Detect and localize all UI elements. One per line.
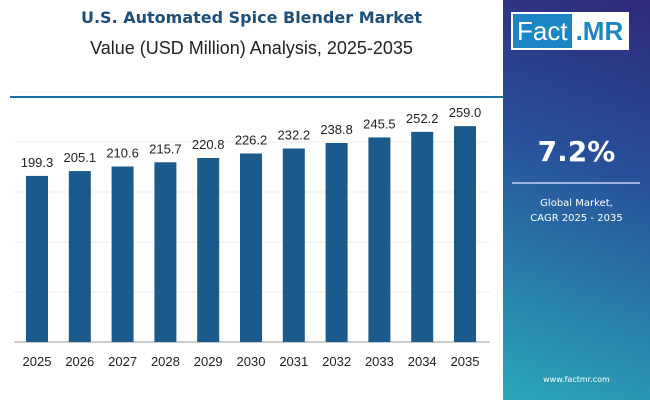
cagr-divider	[512, 182, 640, 184]
side-panel: Fact .MR 7.2% Global Market, CAGR 2025 -…	[503, 0, 650, 400]
x-tick-label: 2027	[108, 354, 137, 369]
data-label: 252.2	[406, 111, 439, 126]
data-label: 205.1	[64, 150, 97, 165]
cagr-value: 7.2%	[537, 135, 616, 168]
x-tick-label: 2029	[194, 354, 223, 369]
bar-2035	[454, 126, 476, 343]
cagr-label: Global Market, CAGR 2025 - 2035	[503, 196, 650, 226]
bar-2031	[282, 148, 305, 342]
factmr-logo: Fact .MR	[511, 12, 630, 50]
bar-2034	[411, 131, 434, 342]
cagr-label-line2: CAGR 2025 - 2035	[530, 213, 623, 224]
title-divider	[10, 96, 503, 98]
x-tick-label: 2032	[322, 354, 351, 369]
x-tick-label: 2025	[23, 354, 52, 369]
chart-subtitle: Value (USD Million) Analysis, 2025-2035	[90, 38, 413, 58]
x-tick-label: 2031	[279, 354, 308, 369]
bar-2030	[240, 153, 262, 342]
cagr-label-line1: Global Market,	[540, 198, 613, 209]
bar-2029	[197, 158, 220, 342]
x-tick-label: 2035	[451, 354, 480, 369]
data-label: 226.2	[235, 133, 268, 148]
x-tick-label: 2033	[365, 354, 394, 369]
x-tick-label: 2026	[65, 354, 94, 369]
bar-2033	[368, 137, 391, 342]
data-label: 199.3	[21, 155, 54, 170]
x-tick-label: 2028	[151, 354, 180, 369]
bar-2028	[154, 162, 177, 342]
logo-fact: Fact	[517, 15, 568, 46]
data-label: 215.7	[149, 141, 182, 156]
data-label: 245.5	[363, 116, 396, 131]
data-label: 238.8	[320, 122, 353, 137]
chart-title: U.S. Automated Spice Blender Market	[80, 8, 423, 27]
logo-mr: .MR	[571, 14, 628, 48]
bar-2025	[26, 175, 48, 342]
bar-2026	[68, 171, 91, 342]
x-tick-label: 2034	[408, 354, 437, 369]
bar-chart: 199.3 2025 205.1 2026 210.6 2027 215.7 2028 220.…	[14, 91, 490, 369]
data-label: 259.0	[449, 105, 482, 120]
data-label: 220.8	[192, 137, 225, 152]
bar-2032	[325, 143, 348, 342]
x-tick-label: 2030	[237, 354, 266, 369]
bar-2027	[111, 166, 134, 342]
website-link[interactable]: www.factmr.com	[543, 375, 610, 384]
data-label: 232.2	[278, 128, 311, 143]
data-label: 210.6	[106, 146, 139, 161]
